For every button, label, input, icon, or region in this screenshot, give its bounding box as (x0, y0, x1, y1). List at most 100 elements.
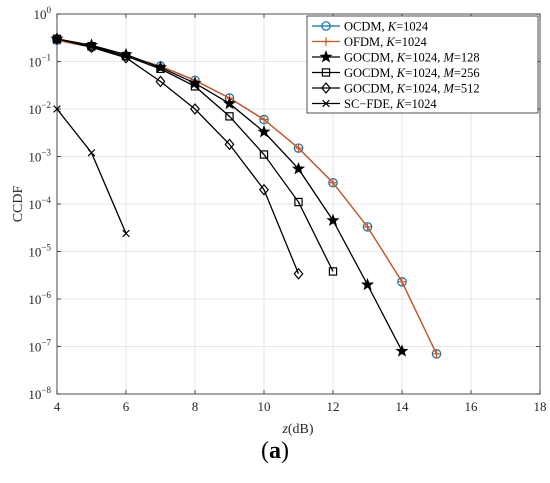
square-marker-shape (328, 267, 338, 276)
square-marker (190, 82, 200, 91)
legend-entry: GOCDM, K=1024, M=256 (312, 66, 480, 80)
x-tick-label: 10 (258, 399, 271, 414)
square-marker-shape (294, 197, 303, 207)
x-marker-shape (122, 229, 130, 238)
x-tick-label: 14 (396, 399, 410, 414)
star-marker-shape (257, 125, 271, 138)
star-marker (360, 277, 375, 291)
y-tick-label: 10−4 (28, 195, 51, 212)
legend-entry: SC−FDE, K=1024 (312, 97, 437, 111)
circle-marker (321, 21, 331, 31)
plus-marker (363, 222, 372, 232)
star-marker-shape (326, 213, 340, 227)
x-tick-label: 8 (192, 399, 199, 414)
plus-marker (397, 277, 407, 287)
x-marker (122, 229, 130, 238)
y-axis-label: CCDF (11, 186, 26, 223)
diamond-marker-shape (259, 183, 269, 196)
x-axis-unit: (dB) (288, 422, 314, 437)
x-tick-label: 18 (534, 399, 547, 414)
x-marker (322, 99, 330, 108)
diamond-marker-shape (293, 267, 304, 280)
square-marker-shape (321, 68, 331, 77)
square-marker-shape (259, 150, 269, 159)
legend-entry: GOCDM, K=1024, M=512 (312, 82, 480, 96)
y-tick-label: 10−7 (28, 338, 51, 355)
star-marker (395, 344, 409, 357)
diamond-marker-shape (155, 75, 166, 88)
plus-marker-shape (321, 37, 331, 46)
square-marker-shape (156, 64, 165, 74)
legend-entry: OCDM, K=1024 (312, 20, 429, 34)
star-marker-shape (50, 31, 64, 45)
caption-open: ( (261, 438, 269, 464)
star-marker (119, 47, 133, 61)
square-marker (294, 197, 303, 207)
series-star (50, 31, 409, 357)
plus-marker-shape (363, 222, 372, 232)
star-marker-shape (360, 277, 375, 291)
plus-marker (259, 115, 269, 124)
plus-marker (294, 143, 303, 153)
caption-close: ) (281, 438, 289, 464)
series-diamond (52, 32, 304, 280)
diamond-marker (190, 103, 200, 115)
square-marker (321, 68, 331, 77)
ccdf-chart: 4 6 8 10 12 14 16 18 100 10−1 10−2 10−3 10−4 10−5 10−6… (11, 5, 547, 437)
caption-letter: a (269, 438, 281, 464)
y-tick-label: 100 (34, 5, 52, 22)
x-marker-shape (322, 99, 330, 108)
x-tick-label: 6 (123, 399, 130, 414)
axis-ticks: 4 6 8 10 12 14 16 18 100 10−1 10−2 10−3 10−4 10−5 10−6… (28, 5, 546, 414)
diamond-marker (224, 138, 235, 151)
star-marker (291, 161, 306, 175)
plus-marker-shape (432, 349, 441, 359)
star-marker (222, 96, 237, 110)
x-tick-label: 16 (465, 399, 479, 414)
diamond-marker-shape (190, 103, 200, 115)
diamond-marker-shape (86, 41, 97, 54)
series-x (53, 105, 130, 238)
legend-label: SC−FDE, K=1024 (344, 97, 437, 111)
diamond-marker (121, 51, 131, 64)
star-marker-shape (222, 96, 237, 110)
legend-label: OFDM, K=1024 (344, 35, 428, 49)
diamond-marker (52, 32, 62, 45)
plus-marker-shape (397, 277, 407, 287)
plus-marker-shape (259, 115, 269, 124)
series-line (56, 38, 334, 272)
diamond-marker (293, 267, 304, 280)
y-tick-label: 10−8 (28, 385, 51, 402)
x-tick-label: 12 (327, 399, 340, 414)
square-marker-shape (190, 82, 200, 91)
square-marker (259, 150, 269, 159)
legend-entry: OFDM, K=1024 (312, 35, 428, 49)
star-marker-shape (395, 344, 409, 357)
star-marker-shape (291, 161, 306, 175)
star-marker (50, 31, 64, 45)
star-marker (153, 60, 168, 73)
x-marker (53, 105, 61, 113)
diamond-marker-shape (321, 82, 331, 94)
square-marker (225, 112, 234, 121)
y-tick-label: 10−1 (28, 53, 51, 70)
plus-marker-shape (328, 178, 338, 187)
x-marker (87, 148, 96, 157)
series-line (56, 38, 300, 274)
legend-label: OCDM, K=1024 (344, 20, 429, 34)
series-line (56, 108, 127, 234)
y-tick-label: 10−2 (28, 100, 51, 117)
figure-caption: (a) (0, 438, 550, 465)
x-marker-shape (53, 105, 61, 113)
x-marker-shape (87, 148, 96, 157)
plus-marker (432, 349, 441, 359)
diamond-marker (155, 75, 166, 88)
y-tick-label: 10−5 (28, 243, 51, 260)
x-axis-variable: z (281, 422, 288, 437)
diamond-marker (321, 82, 331, 94)
y-tick-label: 10−6 (28, 290, 51, 307)
legend-label: GOCDM, K=1024, M=512 (344, 82, 480, 96)
star-marker (326, 213, 340, 227)
plus-marker (328, 178, 338, 187)
square-marker (156, 64, 165, 74)
